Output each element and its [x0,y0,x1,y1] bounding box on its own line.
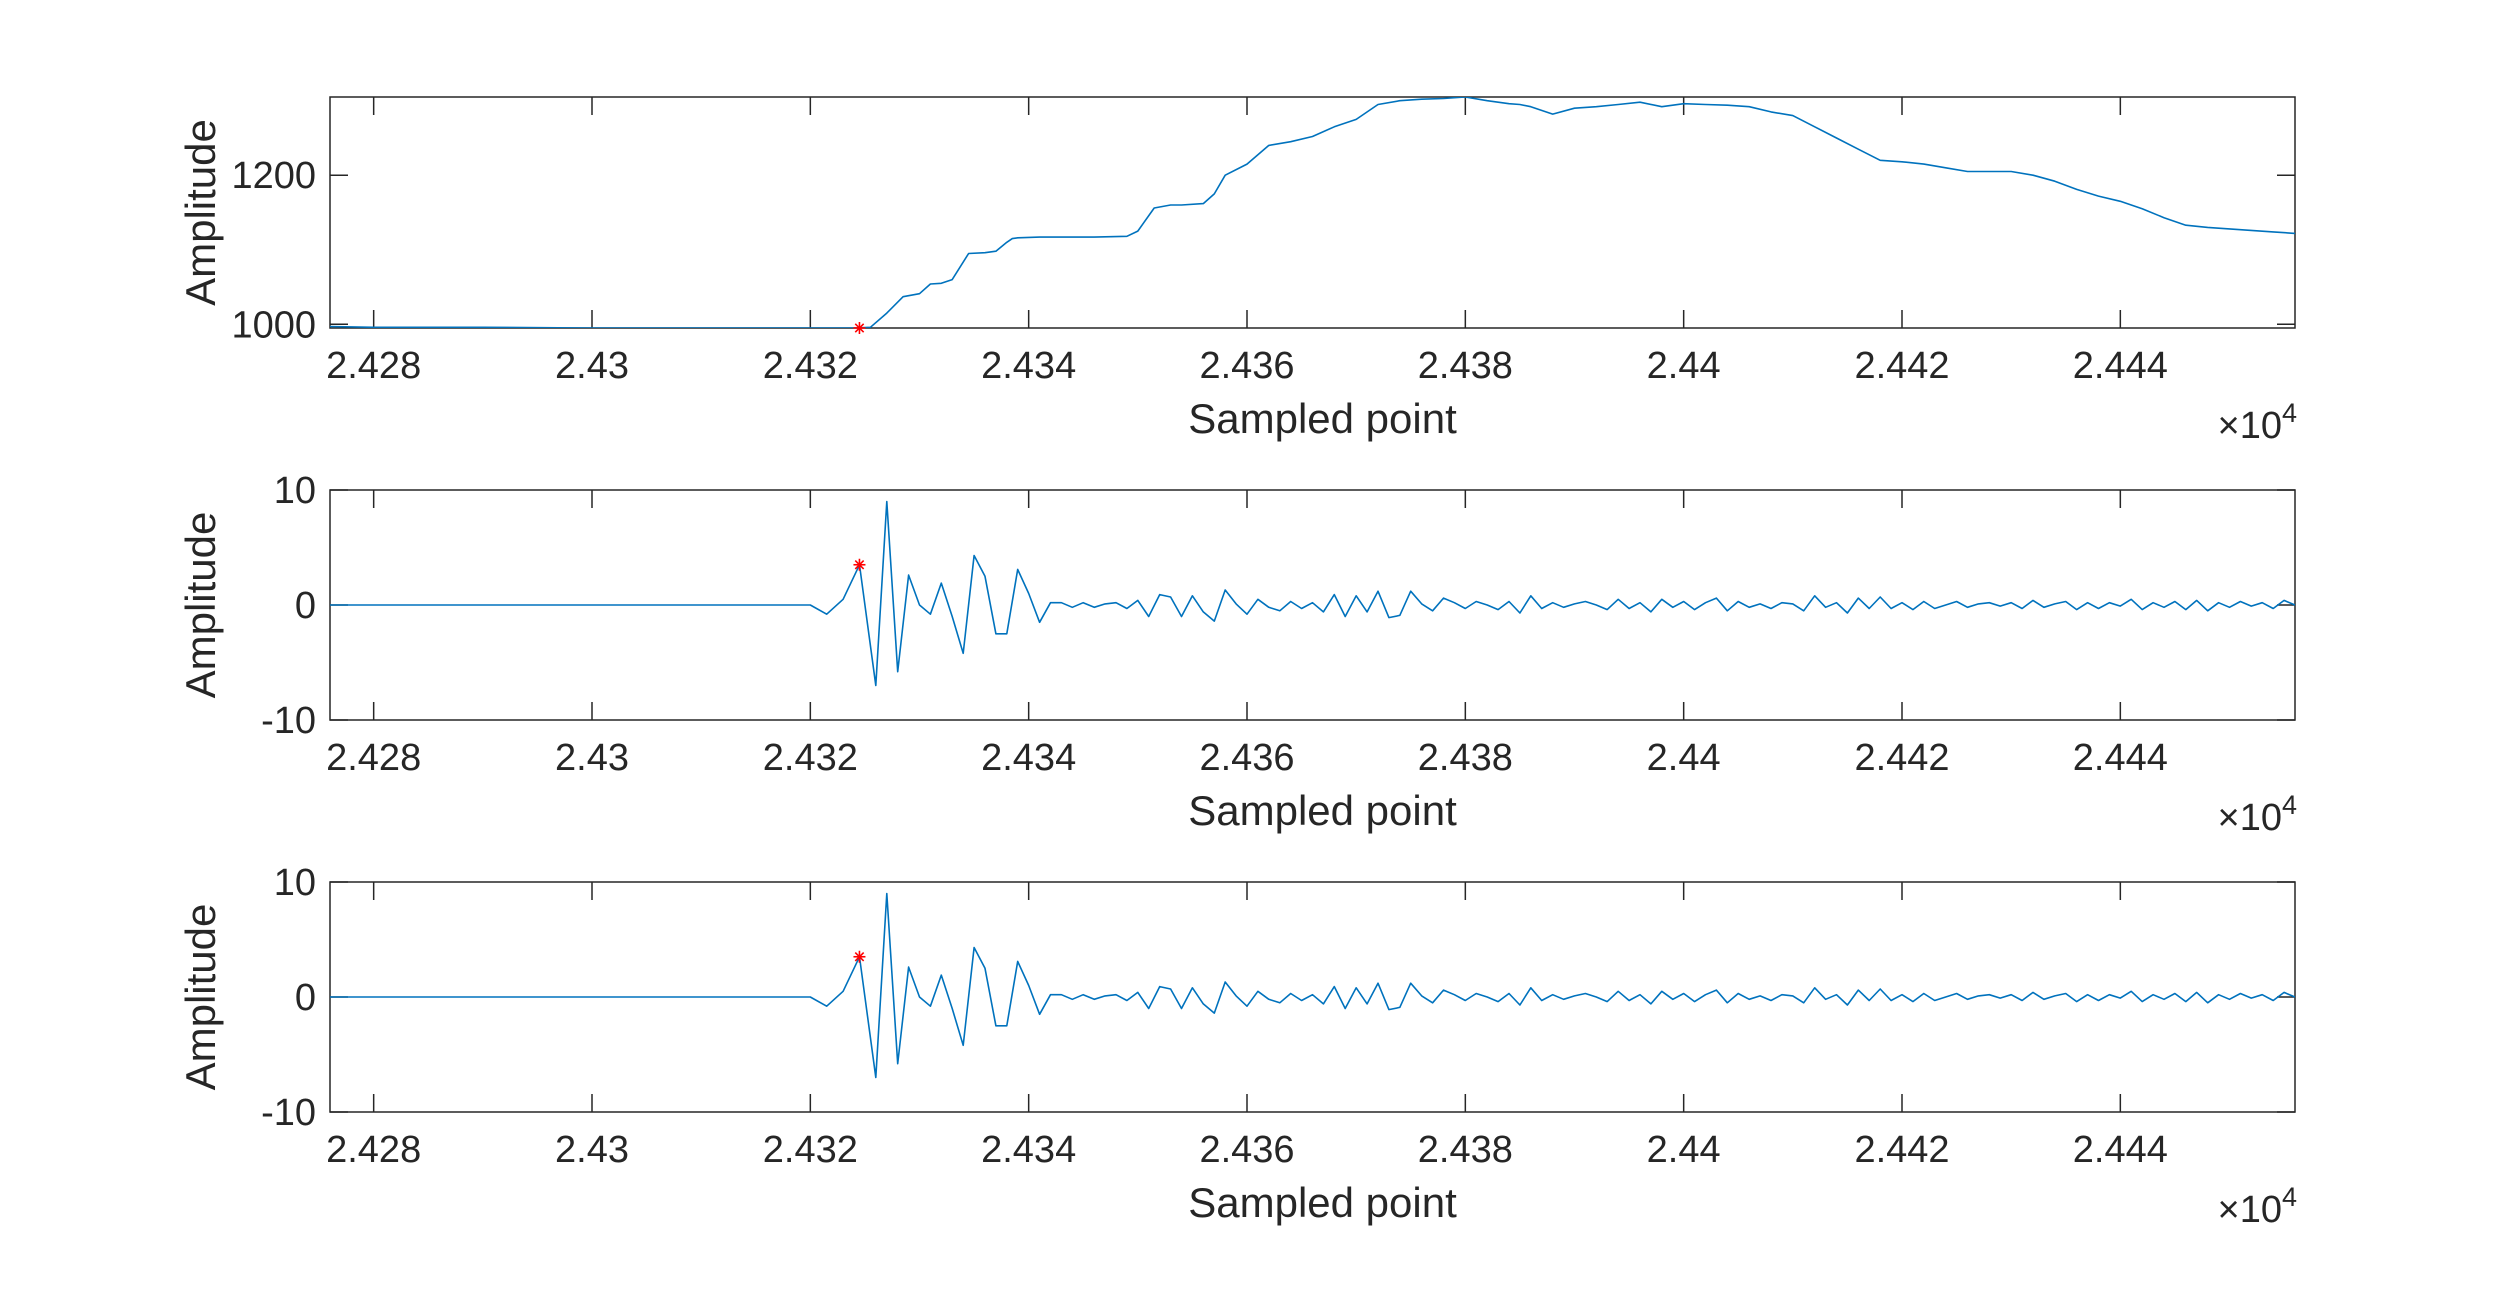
marker-stroke [854,951,865,962]
x-tick-label: 2.43 [555,1129,629,1171]
x-axis-label: Sampled point [1188,1179,1457,1226]
y-tick-label: 10 [274,470,316,512]
series-line-1 [330,97,2295,328]
x-tick-label: 2.444 [2073,737,2168,779]
y-tick-label: 0 [295,977,316,1019]
y-axis-label: Amplitude [177,119,224,306]
x-tick-label: 2.444 [2073,1129,2168,1171]
y-axis-label: Amplitude [177,904,224,1091]
exponent-base: 10 [2240,1189,2282,1231]
x-tick-label: 2.43 [555,345,629,387]
x-tick-label: 2.434 [981,1129,1076,1171]
y-tick-label: 1000 [231,304,316,346]
x-tick-label: 2.432 [763,345,858,387]
x-exponent-label: ×104 [2217,790,2297,839]
x-tick-label: 2.444 [2073,345,2168,387]
x-tick-label: 2.432 [763,737,858,779]
x-tick-label: 2.434 [981,345,1076,387]
x-tick-label: 2.432 [763,1129,858,1171]
onset-marker [853,558,866,571]
onset-marker [853,950,866,963]
exponent-times-symbol: × [2217,797,2239,839]
x-tick-label: 2.436 [1199,345,1294,387]
subplots: 2.428 2.43 2.432 2.434 2.436 2.438 2.44 2.442 2.… [177,96,2297,1231]
x-tick-label: 2.428 [326,345,421,387]
x-tick-label: 2.428 [326,737,421,779]
marker-stroke [854,559,865,570]
y-tick-label: 1200 [231,155,316,197]
exponent-times-symbol: × [2217,405,2239,447]
y-tick-label: -10 [261,1092,316,1134]
y-tick-label: 0 [295,585,316,627]
x-tick-label: 2.438 [1418,737,1513,779]
x-tick-label: 2.436 [1199,1129,1294,1171]
marker-stroke [854,323,865,333]
subplot-2: 2.428 2.43 2.432 2.434 2.436 2.438 2.44 2.442 2.… [177,470,2297,839]
x-tick-label: 2.44 [1647,345,1721,387]
y-axis-label: Amplitude [177,512,224,699]
x-tick-label: 2.428 [326,1129,421,1171]
exponent-base: 10 [2240,405,2282,447]
x-tick-label: 2.438 [1418,1129,1513,1171]
x-tick-label: 2.442 [1854,737,1949,779]
x-axis-label: Sampled point [1188,787,1457,834]
exponent-power: 4 [2282,790,2297,820]
x-tick-label: 2.434 [981,737,1076,779]
x-tick-label: 2.44 [1647,737,1721,779]
x-tick-label: 2.436 [1199,737,1294,779]
subplot-3: 2.428 2.43 2.432 2.434 2.436 2.438 2.44 2.442 2.… [177,862,2297,1231]
onset-marker [853,322,866,334]
exponent-power: 4 [2282,398,2297,428]
x-tick-label: 2.43 [555,737,629,779]
x-exponent-label: ×104 [2217,398,2297,447]
axes-box [329,96,2296,329]
x-tick-label: 2.438 [1418,345,1513,387]
exponent-power: 4 [2282,1182,2297,1212]
x-tick-label: 2.442 [1854,1129,1949,1171]
exponent-times-symbol: × [2217,1189,2239,1231]
y-tick-label: -10 [261,700,316,742]
series-line-1 [330,892,2295,1079]
x-axis-label: Sampled point [1188,395,1457,442]
series-line-1 [330,500,2295,687]
subplot-1: 2.428 2.43 2.432 2.434 2.436 2.438 2.44 2.442 2.… [177,96,2297,447]
exponent-base: 10 [2240,797,2282,839]
x-tick-label: 2.442 [1854,345,1949,387]
x-tick-label: 2.44 [1647,1129,1721,1171]
x-exponent-label: ×104 [2217,1182,2297,1231]
y-tick-label: 10 [274,862,316,904]
